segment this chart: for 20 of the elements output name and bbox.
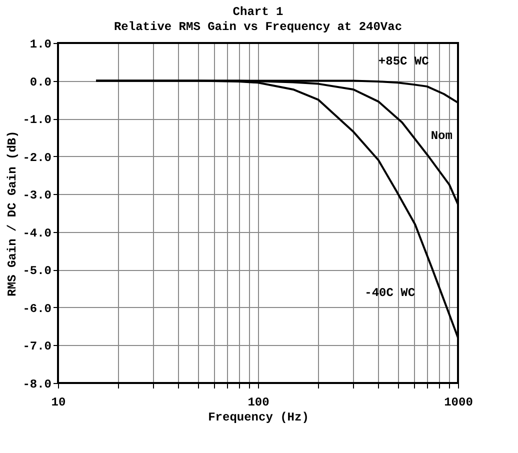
y-tick-label: 1.0 — [30, 38, 52, 52]
x-tick-label: 1000 — [444, 396, 473, 410]
y-tick-label: -3.0 — [22, 188, 52, 203]
series-label: -40C WC — [364, 286, 416, 300]
x-tick-label: 100 — [248, 396, 270, 410]
y-tick-label: 0.0 — [30, 75, 52, 90]
y-tick-label: -4.0 — [22, 226, 52, 240]
y-axis-title: RMS Gain / DC Gain (dB) — [6, 130, 20, 296]
series-label: Nom — [430, 129, 452, 144]
y-tick-label: -2.0 — [22, 150, 52, 165]
y-tick-label: -7.0 — [22, 340, 52, 354]
y-tick-label: -5.0 — [22, 264, 52, 278]
y-tick-label: -8.0 — [22, 378, 52, 392]
series-label: +85C WC — [378, 54, 429, 69]
chart-title: Chart 1 — [232, 5, 284, 19]
y-tick-label: -1.0 — [22, 113, 52, 128]
y-tick-label: -6.0 — [22, 302, 52, 316]
x-tick-label: 10 — [51, 396, 66, 410]
x-axis-title: Frequency (Hz) — [208, 410, 309, 424]
chart-subtitle: Relative RMS Gain vs Frequency at 240Vac — [114, 20, 402, 34]
